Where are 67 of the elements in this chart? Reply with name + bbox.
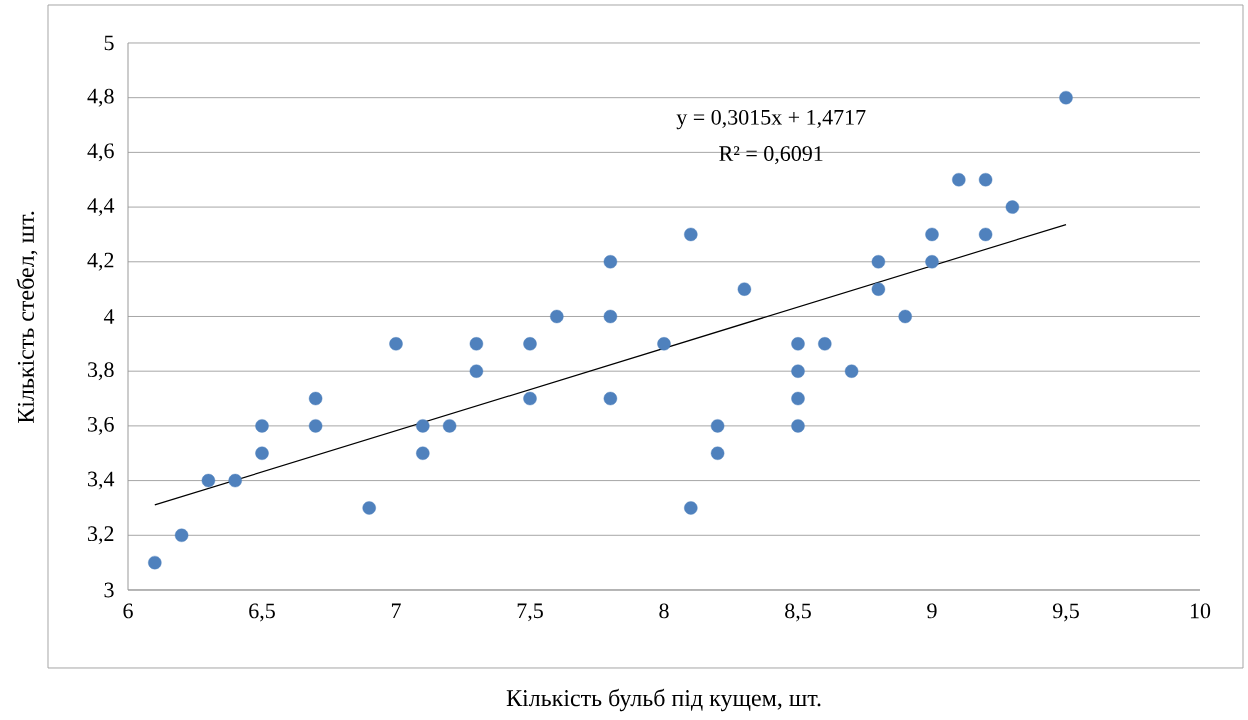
annotation: R² = 0,6091 (719, 146, 823, 165)
y-tick-label: 5 (104, 35, 114, 51)
x-tick-label: 9 (927, 603, 937, 619)
y-tick-label: 3,6 (88, 416, 114, 435)
point (148, 555, 162, 570)
point (201, 473, 216, 488)
point (710, 419, 725, 433)
point (416, 446, 430, 460)
point (898, 309, 912, 324)
point (871, 255, 886, 269)
point (791, 337, 805, 351)
point (389, 337, 403, 351)
y-tick-label: 4,8 (87, 88, 114, 107)
point (978, 173, 993, 187)
point (308, 391, 323, 406)
y-tick-label: 3,2 (88, 526, 114, 545)
x-tick-label: 8,5 (785, 603, 811, 622)
point (469, 337, 484, 351)
x-tick-label: 6,5 (249, 603, 275, 622)
point (978, 227, 993, 242)
y-tick-label: 3,4 (88, 471, 115, 490)
point (416, 419, 430, 433)
point (710, 446, 725, 460)
x-tick-label: 9,5 (1052, 603, 1079, 622)
point (603, 255, 618, 269)
point (469, 364, 484, 378)
point (308, 419, 323, 433)
x-tick-label: 6 (123, 603, 133, 619)
point (255, 419, 269, 433)
point (174, 528, 189, 542)
point (925, 255, 939, 269)
point (737, 282, 752, 296)
x-tick-label: 7,5 (517, 603, 543, 622)
point (1005, 200, 1020, 214)
point (603, 309, 618, 324)
x-tick-label: 10 (1190, 603, 1211, 619)
point (952, 173, 966, 187)
x-axis-title: Кількість бульб під кущем, шт. (506, 688, 821, 712)
y-tick-label: 4,6 (87, 143, 114, 162)
y-axis-title: Кількість стебел, шт. (16, 211, 38, 424)
point (362, 501, 376, 515)
point (791, 364, 805, 378)
point (255, 446, 269, 460)
y-tick-label: 4,2 (87, 252, 114, 271)
point (1059, 90, 1073, 105)
point (791, 391, 805, 406)
point (550, 309, 564, 324)
point (871, 282, 886, 296)
point (684, 227, 698, 242)
point (603, 391, 618, 406)
y-tick-label: 3 (104, 582, 114, 598)
y-tick-label: 4 (103, 309, 115, 324)
point (684, 501, 698, 515)
point (523, 337, 537, 351)
point (442, 419, 457, 433)
point (844, 364, 859, 378)
x-tick-label: 7 (391, 603, 401, 618)
point (228, 473, 242, 488)
point (925, 227, 939, 242)
y-tick-label: 4,4 (87, 198, 115, 217)
point (657, 337, 671, 351)
y-tick-label: 3,8 (88, 362, 114, 381)
point (523, 391, 537, 406)
x-tick-label: 8 (659, 603, 669, 619)
annotation: y = 0,3015x + 1,4717 (676, 109, 866, 130)
point (791, 419, 805, 433)
point (818, 337, 832, 351)
